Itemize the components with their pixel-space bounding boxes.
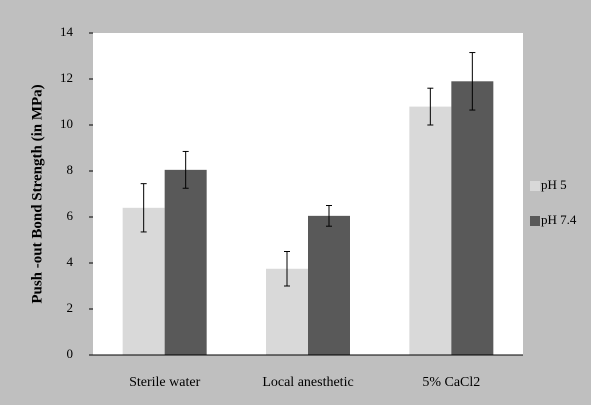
y-axis-title: Push -out Bond Strength (in MPa)	[29, 84, 45, 303]
legend-label: pH 7.4	[541, 212, 577, 227]
bar-pH5-2	[409, 106, 452, 355]
y-tick-label: 4	[67, 254, 74, 269]
legend-swatch	[530, 181, 540, 191]
legend-label: pH 5	[541, 177, 567, 192]
bars	[122, 81, 494, 356]
y-tick-label: 8	[67, 162, 74, 177]
y-tick-label: 6	[67, 208, 74, 223]
y-axis-ticks: 0 2 4 6 8 10 12 14	[60, 24, 93, 361]
y-tick-label: 14	[60, 24, 74, 39]
legend: pH 5 pH 7.4	[530, 177, 577, 227]
x-category-label: Local anesthetic	[262, 375, 353, 390]
legend-swatch	[530, 216, 540, 226]
x-category-label: 5% CaCl2	[422, 375, 480, 390]
x-axis-labels: Sterile water Local anesthetic 5% CaCl2	[129, 375, 480, 390]
y-tick-label: 10	[60, 116, 73, 131]
x-category-label: Sterile water	[129, 375, 200, 390]
y-tick-label: 2	[67, 300, 74, 315]
bar-pH74-1	[308, 215, 350, 355]
y-tick-label: 0	[67, 346, 74, 361]
y-tick-label: 12	[60, 70, 73, 85]
bar-pH74-2	[451, 81, 494, 356]
bar-pH74-0	[164, 169, 207, 355]
error-bars	[140, 52, 476, 287]
